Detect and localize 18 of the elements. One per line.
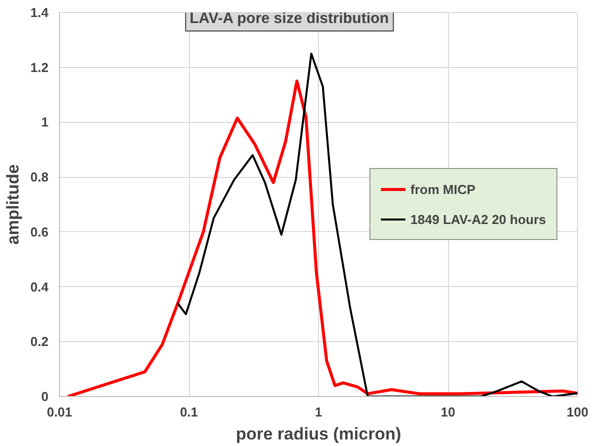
chart-title: LAV-A pore size distribution bbox=[190, 10, 389, 27]
y-tick-label: 1.4 bbox=[30, 5, 50, 20]
y-tick-label: 1.2 bbox=[30, 60, 49, 75]
legend-label: 1849 LAV-A2 20 hours bbox=[410, 212, 546, 226]
y-tick-label: 0.2 bbox=[30, 334, 49, 350]
y-tick-label: 0.8 bbox=[30, 170, 49, 185]
y-tick-label: 0 bbox=[41, 389, 49, 404]
y-tick-label: 1 bbox=[41, 114, 49, 130]
y-tick-label: 0.4 bbox=[30, 279, 50, 294]
x-tick-label: 10 bbox=[440, 404, 456, 420]
y-axis-title: amplitude bbox=[3, 164, 22, 245]
y-tick-label: 0.6 bbox=[30, 224, 49, 240]
x-tick-label: 1 bbox=[314, 404, 322, 420]
x-tick-label: 100 bbox=[566, 404, 588, 420]
x-tick-label: 0.1 bbox=[180, 404, 198, 420]
x-tick-label: 0.01 bbox=[46, 404, 72, 420]
x-axis-title: pore radius (micron) bbox=[236, 424, 402, 444]
legend-label: from MICP bbox=[410, 182, 476, 196]
